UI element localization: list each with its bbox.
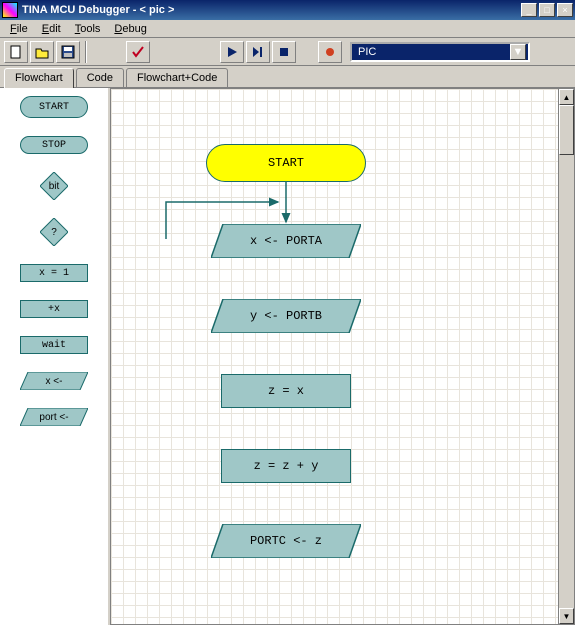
palette-rounded-0[interactable]: START bbox=[20, 96, 88, 118]
palette-rect-6[interactable]: wait bbox=[20, 336, 88, 354]
menu-tools[interactable]: Tools bbox=[69, 22, 107, 36]
toolbar: PIC ▼ bbox=[0, 38, 575, 66]
content-area: START STOP bit? x = 1 +x wait x <- port <- STAR… bbox=[0, 88, 575, 625]
palette-diamond-2[interactable]: bit bbox=[40, 172, 68, 200]
tab-flowchart-code[interactable]: Flowchart+Code bbox=[126, 68, 228, 87]
close-button[interactable]: × bbox=[557, 3, 573, 17]
palette-para-8[interactable]: port <- bbox=[20, 408, 88, 426]
flowchart-node-n5[interactable]: PORTC <- z bbox=[211, 524, 361, 558]
open-button[interactable] bbox=[30, 41, 54, 63]
flowchart-node-n1[interactable]: x <- PORTA bbox=[211, 224, 361, 258]
run-button[interactable] bbox=[220, 41, 244, 63]
scroll-thumb[interactable] bbox=[559, 105, 574, 155]
palette-para-7[interactable]: x <- bbox=[20, 372, 88, 390]
palette-rect-4[interactable]: x = 1 bbox=[20, 264, 88, 282]
menu-debug[interactable]: Debug bbox=[108, 22, 152, 36]
tab-code[interactable]: Code bbox=[76, 68, 124, 87]
flowchart-node-n0[interactable]: START bbox=[206, 144, 366, 182]
check-button[interactable] bbox=[126, 41, 150, 63]
maximize-button[interactable]: □ bbox=[539, 3, 555, 17]
scroll-down-icon[interactable]: ▼ bbox=[559, 608, 574, 624]
new-button[interactable] bbox=[4, 41, 28, 63]
flowchart-canvas[interactable]: START x <- PORTA y <- PORTB z = x z = z + y P… bbox=[111, 89, 558, 624]
app-icon bbox=[2, 2, 18, 18]
canvas-wrap: START x <- PORTA y <- PORTB z = x z = z + y P… bbox=[110, 88, 575, 625]
target-combo[interactable]: PIC ▼ bbox=[350, 42, 530, 62]
target-button[interactable] bbox=[318, 41, 342, 63]
flowchart-node-n3[interactable]: z = x bbox=[221, 374, 351, 408]
combo-dropdown-icon[interactable]: ▼ bbox=[510, 44, 526, 60]
vertical-scrollbar[interactable]: ▲ ▼ bbox=[558, 89, 574, 624]
window-title: TINA MCU Debugger - < pic > bbox=[22, 4, 521, 16]
flowchart-node-n2[interactable]: y <- PORTB bbox=[211, 299, 361, 333]
menu-edit[interactable]: Edit bbox=[36, 22, 67, 36]
palette-rect-5[interactable]: +x bbox=[20, 300, 88, 318]
palette-diamond-3[interactable]: ? bbox=[40, 218, 68, 246]
save-button[interactable] bbox=[56, 41, 80, 63]
palette-pill-1[interactable]: STOP bbox=[20, 136, 88, 154]
step-button[interactable] bbox=[246, 41, 270, 63]
minimize-button[interactable]: _ bbox=[521, 3, 537, 17]
stop-button[interactable] bbox=[272, 41, 296, 63]
menu-file[interactable]: File bbox=[4, 22, 34, 36]
shape-palette: START STOP bit? x = 1 +x wait x <- port <- bbox=[0, 88, 110, 625]
tab-flowchart[interactable]: Flowchart bbox=[4, 68, 74, 88]
tabbar: Flowchart Code Flowchart+Code bbox=[0, 66, 575, 88]
scroll-up-icon[interactable]: ▲ bbox=[559, 89, 574, 105]
combo-value: PIC bbox=[354, 46, 510, 58]
flowchart-node-n4[interactable]: z = z + y bbox=[221, 449, 351, 483]
menubar: File Edit Tools Debug bbox=[0, 20, 575, 38]
titlebar: TINA MCU Debugger - < pic > _ □ × bbox=[0, 0, 575, 20]
